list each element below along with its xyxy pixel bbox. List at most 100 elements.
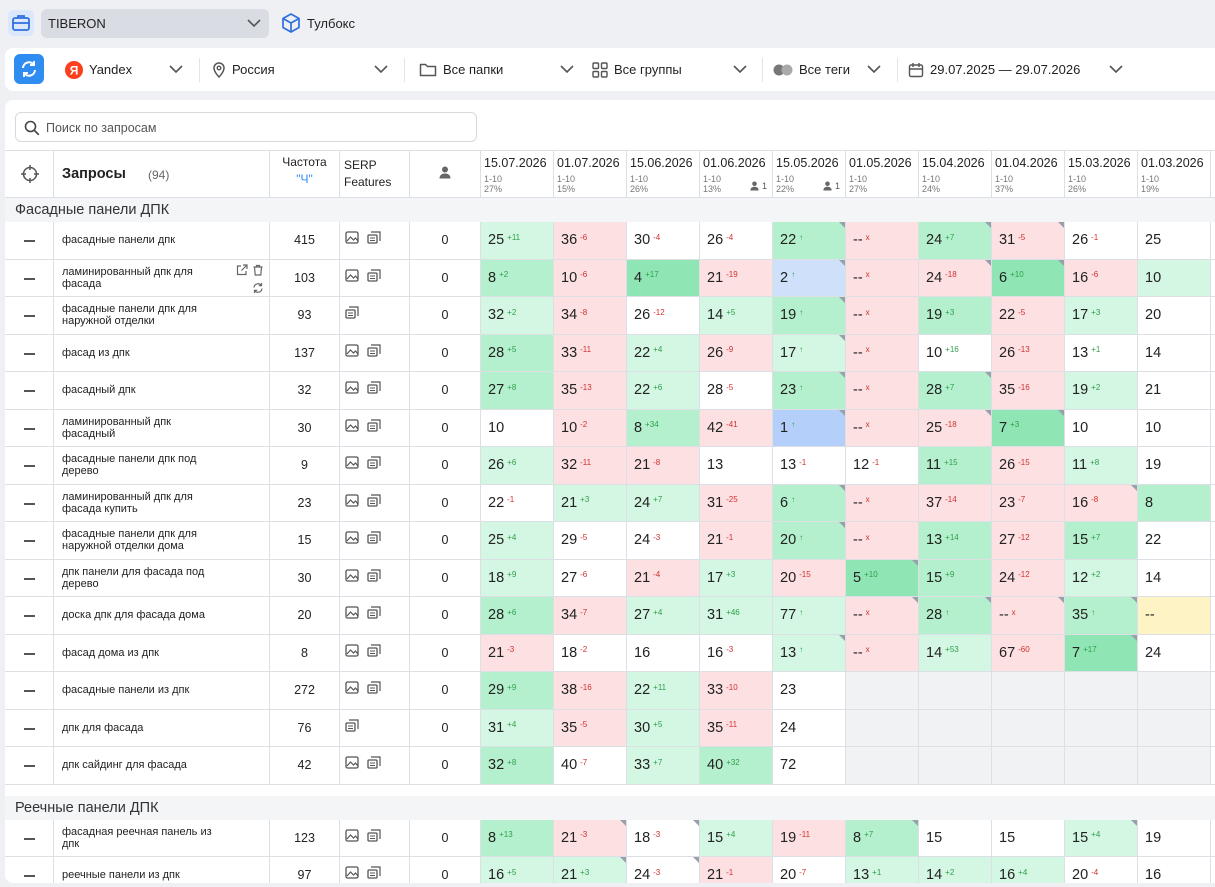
position-cell[interactable]: 21 -4 xyxy=(627,559,700,596)
position-cell[interactable] xyxy=(919,672,992,709)
query-cell[interactable]: фасадные панели дпк xyxy=(54,222,270,259)
position-cell[interactable]: 27 +4 xyxy=(627,597,700,634)
position-cell[interactable] xyxy=(1065,672,1138,709)
external-link-icon[interactable] xyxy=(236,263,248,279)
position-cell[interactable]: -- x xyxy=(846,222,919,259)
position-cell[interactable] xyxy=(992,747,1065,784)
position-cell[interactable]: 28 +7 xyxy=(919,372,992,409)
position-cell[interactable]: 27 +8 xyxy=(481,372,554,409)
refresh-button[interactable] xyxy=(14,54,44,84)
position-cell[interactable]: 21 -19 xyxy=(700,259,773,296)
position-cell[interactable]: 26 -4 xyxy=(700,222,773,259)
query-cell[interactable]: фасадные панели дпк под дерево xyxy=(54,447,270,484)
position-cell[interactable] xyxy=(1138,672,1211,709)
collapse-toggle[interactable] xyxy=(5,409,54,446)
date-column-header[interactable]: 15.04.2026 1-10 24% xyxy=(919,151,992,197)
position-cell[interactable]: 22 -1 xyxy=(481,484,554,521)
position-cell[interactable]: 21 -1 xyxy=(700,857,773,883)
position-cell[interactable]: 12 +2 xyxy=(1065,559,1138,596)
collapse-toggle[interactable] xyxy=(5,522,54,559)
region-select[interactable]: Россия xyxy=(212,48,402,91)
position-cell[interactable]: 1 ↑ xyxy=(773,409,846,446)
table-row[interactable]: фасадные панели дпк для наружной отделки… xyxy=(5,297,1215,335)
position-cell[interactable]: 14 +2 xyxy=(919,857,992,883)
position-cell[interactable]: 16 -6 xyxy=(1065,259,1138,296)
position-cell[interactable]: 15 +4 xyxy=(1065,819,1138,856)
query-cell[interactable]: ламинированный дпк фасадный xyxy=(54,409,270,446)
position-cell[interactable]: 36 -6 xyxy=(554,222,627,259)
position-cell[interactable]: 17 +3 xyxy=(700,559,773,596)
position-cell[interactable]: 14 xyxy=(1138,559,1211,596)
table-row[interactable]: доска дпк для фасада дома 20 0 28 +6 34 -7 27 +4… xyxy=(5,597,1215,635)
position-cell[interactable]: -- x xyxy=(846,409,919,446)
position-cell[interactable]: 28 ↑ xyxy=(919,597,992,634)
collapse-toggle[interactable] xyxy=(5,222,54,259)
position-cell[interactable]: 14 +5 xyxy=(700,297,773,334)
position-cell[interactable]: 24 -18 xyxy=(919,259,992,296)
collapse-toggle[interactable] xyxy=(5,597,54,634)
date-column-header[interactable]: 15.03.2026 1-10 26% xyxy=(1065,151,1138,197)
position-cell[interactable]: 22 +4 xyxy=(627,334,700,371)
position-cell[interactable]: -- x xyxy=(992,597,1065,634)
position-cell[interactable]: 26 -1 xyxy=(1065,222,1138,259)
position-cell[interactable]: 4 +17 xyxy=(627,259,700,296)
position-cell[interactable]: 5 +10 xyxy=(846,559,919,596)
position-cell[interactable]: 35 -5 xyxy=(554,709,627,746)
position-cell[interactable]: 32 -11 xyxy=(554,447,627,484)
position-cell[interactable]: -- x xyxy=(846,259,919,296)
position-cell[interactable]: 8 +2 xyxy=(481,259,554,296)
position-cell[interactable]: 27 -12 xyxy=(992,522,1065,559)
position-cell[interactable]: 23 ↑ xyxy=(773,372,846,409)
date-column-header[interactable]: 15.06.2026 1-10 26% xyxy=(627,151,700,197)
position-cell[interactable]: 23 xyxy=(773,672,846,709)
position-cell[interactable]: 26 -13 xyxy=(992,334,1065,371)
query-cell[interactable]: фасад из дпк xyxy=(54,334,270,371)
position-cell[interactable]: 33 +7 xyxy=(627,747,700,784)
date-column-header[interactable]: 01.06.2026 1-10 13% 1 xyxy=(700,151,773,197)
position-cell[interactable] xyxy=(1065,747,1138,784)
collapse-toggle[interactable] xyxy=(5,634,54,671)
position-cell[interactable]: 26 -15 xyxy=(992,447,1065,484)
position-cell[interactable]: 72 xyxy=(773,747,846,784)
trash-icon[interactable] xyxy=(252,264,264,279)
table-row[interactable]: дпк панели для фасада под дерево 30 0 18 +9 2… xyxy=(5,559,1215,597)
collapse-toggle[interactable] xyxy=(5,672,54,709)
date-column-header[interactable]: 15.07.2026 1-10 27% xyxy=(481,151,554,197)
position-cell[interactable]: 33 -11 xyxy=(554,334,627,371)
position-cell[interactable]: 29 +9 xyxy=(481,672,554,709)
table-row[interactable]: фасад из дпк 137 0 28 +5 33 -11 22 +4 26 -9 17 ↑ -- x 1… xyxy=(5,334,1215,372)
collapse-toggle[interactable] xyxy=(5,559,54,596)
position-cell[interactable]: 28 +5 xyxy=(481,334,554,371)
table-row[interactable]: фасад дома из дпк 8 0 21 -3 18 -2 16 16 -3 13 ↑ -- x 1… xyxy=(5,634,1215,672)
position-cell[interactable]: 24 -12 xyxy=(992,559,1065,596)
position-cell[interactable]: 24 +7 xyxy=(627,484,700,521)
query-cell[interactable]: дпк для фасада xyxy=(54,709,270,746)
position-cell[interactable]: 34 -7 xyxy=(554,597,627,634)
briefcase-icon[interactable] xyxy=(8,10,34,36)
position-cell[interactable]: 16 -8 xyxy=(1065,484,1138,521)
position-cell[interactable]: 24 xyxy=(773,709,846,746)
position-cell[interactable]: 37 -14 xyxy=(919,484,992,521)
position-cell[interactable]: 8 +7 xyxy=(846,819,919,856)
position-cell[interactable]: 8 +34 xyxy=(627,409,700,446)
search-engine-select[interactable]: Я Yandex xyxy=(65,48,189,91)
position-cell[interactable] xyxy=(846,672,919,709)
query-cell[interactable]: фасадные панели дпк для наружной отделки xyxy=(54,297,270,334)
position-cell[interactable]: 14 +53 xyxy=(919,634,992,671)
collapse-toggle[interactable] xyxy=(5,484,54,521)
target-column[interactable] xyxy=(5,151,54,197)
position-cell[interactable]: 17 +3 xyxy=(1065,297,1138,334)
position-cell[interactable]: 12 -1 xyxy=(846,447,919,484)
position-cell[interactable]: 19 +3 xyxy=(919,297,992,334)
group-header[interactable]: Реечные панели ДПК xyxy=(5,795,1215,820)
position-cell[interactable]: 29 -5 xyxy=(554,522,627,559)
position-cell[interactable]: 42 -41 xyxy=(700,409,773,446)
position-cell[interactable]: 18 -2 xyxy=(554,634,627,671)
query-cell[interactable]: реечные панели из дпк xyxy=(54,857,270,883)
collapse-toggle[interactable] xyxy=(5,857,54,883)
position-cell[interactable]: 34 -8 xyxy=(554,297,627,334)
query-cell[interactable]: фасадная реечная панель из дпк xyxy=(54,819,270,856)
position-cell[interactable]: 31 +4 xyxy=(481,709,554,746)
query-cell[interactable]: ламинированный дпк для фасада xyxy=(54,259,270,296)
position-cell[interactable]: 27 -6 xyxy=(554,559,627,596)
